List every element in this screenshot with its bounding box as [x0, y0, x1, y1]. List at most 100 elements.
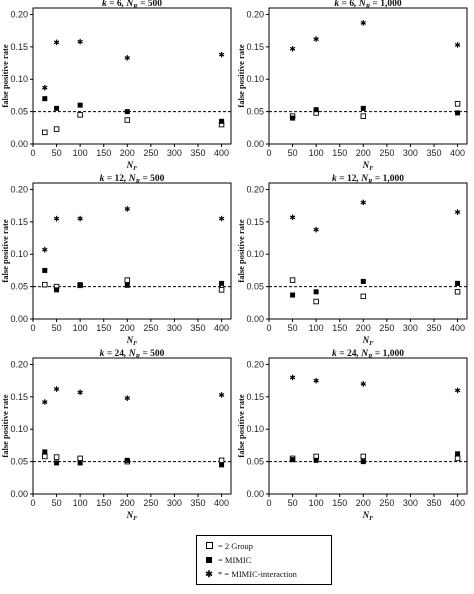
y-tick-label: 0.00 — [10, 489, 28, 499]
x-tick-label: 250 — [379, 148, 394, 158]
y-tick-label: 0.20 — [10, 9, 28, 19]
asterisk-marker — [289, 374, 296, 381]
y-tick-label: 0.15 — [246, 217, 264, 227]
filled-square-marker — [313, 289, 319, 295]
asterisk-stroke — [454, 42, 461, 47]
x-tick-label: 100 — [73, 148, 88, 158]
asterisk-stroke — [454, 388, 461, 393]
y-axis-label: false positive rate — [236, 394, 246, 457]
asterisk-marker — [53, 215, 60, 222]
open-square-marker — [454, 289, 461, 295]
x-tick-label: 200 — [120, 148, 135, 158]
x-tick-label: 0 — [266, 148, 271, 158]
open-square-marker — [124, 117, 131, 123]
x-tick-label: 300 — [167, 498, 182, 508]
x-tick-label: 300 — [403, 323, 418, 333]
asterisk-marker — [77, 38, 83, 45]
filled-square-marker — [77, 102, 83, 108]
asterisk-marker — [289, 46, 296, 52]
x-tick-label: 250 — [379, 323, 394, 333]
x-tick-label: 0 — [30, 498, 35, 508]
open-square-marker — [77, 112, 83, 118]
x-tick-label: 200 — [120, 323, 135, 333]
title-part: 500 — [148, 0, 163, 9]
y-tick-label: 0.15 — [10, 42, 28, 52]
panel-title: k = 6, NR = 1,000 — [334, 0, 401, 10]
filled-square-marker — [124, 282, 130, 288]
x-tick-label: 200 — [356, 498, 371, 508]
title-part: 12 — [115, 174, 125, 184]
legend-label-mimic: = MIMIC — [218, 555, 252, 565]
y-tick-label: 0.10 — [246, 249, 264, 259]
asterisk-marker — [53, 39, 60, 46]
asterisk-marker — [360, 199, 367, 206]
title-part: , N — [121, 0, 135, 9]
asterisk-marker — [124, 55, 131, 61]
x-tick-label: 400 — [214, 323, 229, 333]
asterisk-marker — [53, 386, 60, 392]
legend-item-mimic: = MIMIC — [203, 553, 325, 567]
title-part: 500 — [150, 349, 165, 359]
open-square-marker — [42, 281, 48, 288]
x-tick-label: 300 — [403, 498, 418, 508]
title-part: = — [140, 349, 150, 359]
x-tick-label: 350 — [190, 323, 205, 333]
asterisk-stroke — [289, 375, 296, 380]
title-part: R — [367, 353, 373, 360]
y-tick-label: 0.00 — [246, 489, 264, 499]
filled-square-marker — [54, 287, 60, 293]
x-tick-label: 300 — [167, 323, 182, 333]
asterisk-marker — [454, 42, 461, 48]
title-part: = — [140, 174, 150, 184]
y-tick-label: 0.00 — [246, 139, 264, 149]
title-part: = — [138, 0, 148, 9]
y-tick-label: 0.15 — [10, 217, 28, 227]
open-square-marker — [360, 293, 367, 300]
plot-frame — [32, 357, 232, 495]
plot-frame — [268, 357, 468, 495]
filled-square-marker — [290, 115, 296, 121]
asterisk-stroke — [454, 210, 461, 215]
asterisk-stroke — [124, 206, 131, 211]
x-tick-label: 0 — [266, 323, 271, 333]
open-square-marker — [360, 113, 367, 119]
asterisk-marker — [289, 214, 296, 221]
y-tick-label: 0.05 — [246, 282, 264, 292]
filled-square-marker — [219, 280, 225, 286]
y-tick-label: 0.20 — [246, 359, 264, 369]
y-tick-label: 0.15 — [246, 392, 264, 402]
filled-square-marker — [42, 96, 48, 102]
asterisk-stroke — [53, 40, 60, 45]
title-part: 12 — [347, 174, 357, 184]
y-tick-label: 0.10 — [10, 249, 28, 259]
x-tick-label: 50 — [288, 323, 298, 333]
open-square-marker — [218, 457, 225, 464]
y-tick-label: 0.05 — [246, 457, 264, 467]
x-tick-label: 150 — [332, 148, 347, 158]
legend-item-mimic-interaction: ✱ * = MIMIC-interaction — [203, 567, 325, 581]
title-part: 1,000 — [383, 174, 405, 184]
open-square-marker — [454, 101, 461, 107]
x-tick-label: 350 — [426, 498, 441, 508]
x-tick-label: 350 — [190, 148, 205, 158]
filled-square-marker — [124, 457, 130, 463]
title-part: , N — [355, 349, 369, 359]
open-square-icon — [203, 539, 215, 553]
filled-square-marker — [77, 282, 83, 288]
x-tick-label: 400 — [450, 323, 465, 333]
x-tick-label: 50 — [288, 148, 298, 158]
chart-panel-4: k = 12, NR = 1,000 0.00 0.05 0.10 0.15 0.20 0 5… — [236, 174, 468, 347]
x-tick-label: 200 — [356, 148, 371, 158]
panel-title: k = 24, NR = 1,000 — [332, 349, 404, 360]
x-tick-label: 250 — [143, 323, 158, 333]
asterisk-marker — [218, 51, 225, 58]
y-tick-label: 0.10 — [10, 74, 28, 84]
x-tick-label: 200 — [120, 498, 135, 508]
chart-panel-2: k = 6, NR = 1,000 0.00 0.05 0.10 0.15 0.20 0 50… — [236, 0, 468, 172]
chart-panel-6: k = 24, NR = 1,000 0.00 0.05 0.10 0.15 0.20 0 5… — [236, 349, 468, 522]
open-square-marker — [124, 277, 131, 283]
title-part: R — [135, 353, 141, 360]
y-tick-label: 0.05 — [10, 457, 28, 467]
y-tick-label: 0.00 — [10, 314, 28, 324]
